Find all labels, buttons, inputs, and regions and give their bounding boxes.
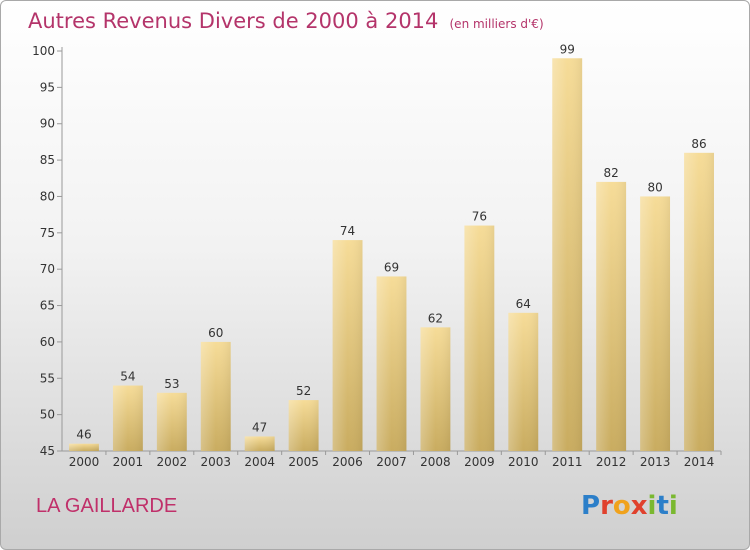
- x-tick-label: 2002: [157, 455, 188, 469]
- value-labels: 46 54 53 60 47 52 74 69 62 76 64 99 82 80 86: [76, 42, 706, 441]
- data-label: 74: [340, 224, 355, 238]
- logo-letter: i: [668, 491, 678, 521]
- data-label: 82: [604, 166, 619, 180]
- x-tick-label: 2013: [640, 455, 671, 469]
- y-tick-label: 45: [40, 444, 55, 458]
- y-tick-label: 70: [40, 262, 55, 276]
- logo-letter: i: [647, 491, 657, 521]
- x-tick-label: 2006: [332, 455, 363, 469]
- data-label: 47: [252, 420, 267, 434]
- bar-shade: [640, 196, 671, 451]
- data-label: 99: [560, 42, 575, 56]
- logo-letter: o: [612, 491, 631, 521]
- logo-letter: x: [630, 491, 648, 521]
- chart-subtitle: (en milliers d'€): [449, 17, 544, 31]
- bar-shade: [332, 240, 363, 451]
- y-tick-label: 90: [40, 117, 55, 131]
- x-tick-label: 2003: [200, 455, 231, 469]
- data-label: 54: [120, 370, 135, 384]
- x-tick-label: 2014: [684, 455, 715, 469]
- bars: [69, 58, 714, 451]
- data-label: 46: [76, 428, 91, 442]
- bar-shade: [69, 443, 99, 451]
- bar-shade: [552, 58, 583, 451]
- logo-letter: r: [600, 491, 613, 521]
- data-label: 62: [428, 311, 443, 325]
- bar-shade: [112, 385, 143, 451]
- x-tick-label: 2012: [596, 455, 627, 469]
- x-tick-label: 2009: [464, 455, 495, 469]
- bar-shade: [420, 327, 451, 451]
- bar-shade: [200, 341, 231, 451]
- chart-title-block: Autres Revenus Divers de 2000 à 2014 (en…: [28, 9, 544, 33]
- bar-shade: [464, 225, 495, 451]
- bar-shade: [596, 181, 627, 451]
- y-tick-label: 85: [40, 153, 55, 167]
- chart-title: Autres Revenus Divers de 2000 à 2014: [28, 9, 439, 33]
- y-tick-label: 50: [40, 408, 55, 422]
- y-tick-label: 95: [40, 80, 55, 94]
- data-label: 80: [647, 180, 662, 194]
- x-tick-label: 2005: [288, 455, 319, 469]
- proxiti-logo: Proxiti: [581, 491, 678, 521]
- y-tick-label: 65: [40, 299, 55, 313]
- data-label: 76: [472, 210, 487, 224]
- data-label: 53: [164, 377, 179, 391]
- bar-shade: [156, 392, 187, 451]
- data-label: 69: [384, 260, 399, 274]
- x-tick-label: 2011: [552, 455, 583, 469]
- bar-shade: [684, 152, 714, 451]
- data-label: 60: [208, 326, 223, 340]
- y-tick-label: 100: [32, 44, 55, 58]
- bar-shade: [288, 400, 319, 451]
- y-tick-label: 55: [40, 371, 55, 385]
- x-tick-label: 2004: [244, 455, 275, 469]
- bar-shade: [376, 276, 407, 451]
- y-tick-label: 60: [40, 335, 55, 349]
- data-label: 64: [516, 297, 531, 311]
- x-tick-label: 2007: [376, 455, 407, 469]
- logo-letter: P: [581, 491, 601, 521]
- x-tick-label: 2008: [420, 455, 451, 469]
- bar-shade: [508, 312, 539, 451]
- y-tick-label: 75: [40, 226, 55, 240]
- data-label: 52: [296, 384, 311, 398]
- axes: 45 50 55 60 65 70 75 80 85 90 95 100 2000 2001 2002 200…: [32, 44, 722, 469]
- y-tick-label: 80: [40, 189, 55, 203]
- x-tick-label: 2001: [113, 455, 144, 469]
- bar-shade: [244, 436, 275, 451]
- logo-letter: t: [656, 491, 669, 521]
- x-tick-label: 2010: [508, 455, 539, 469]
- data-label: 86: [691, 137, 706, 151]
- location-name: LA GAILLARDE: [36, 495, 178, 517]
- x-tick-label: 2000: [69, 455, 100, 469]
